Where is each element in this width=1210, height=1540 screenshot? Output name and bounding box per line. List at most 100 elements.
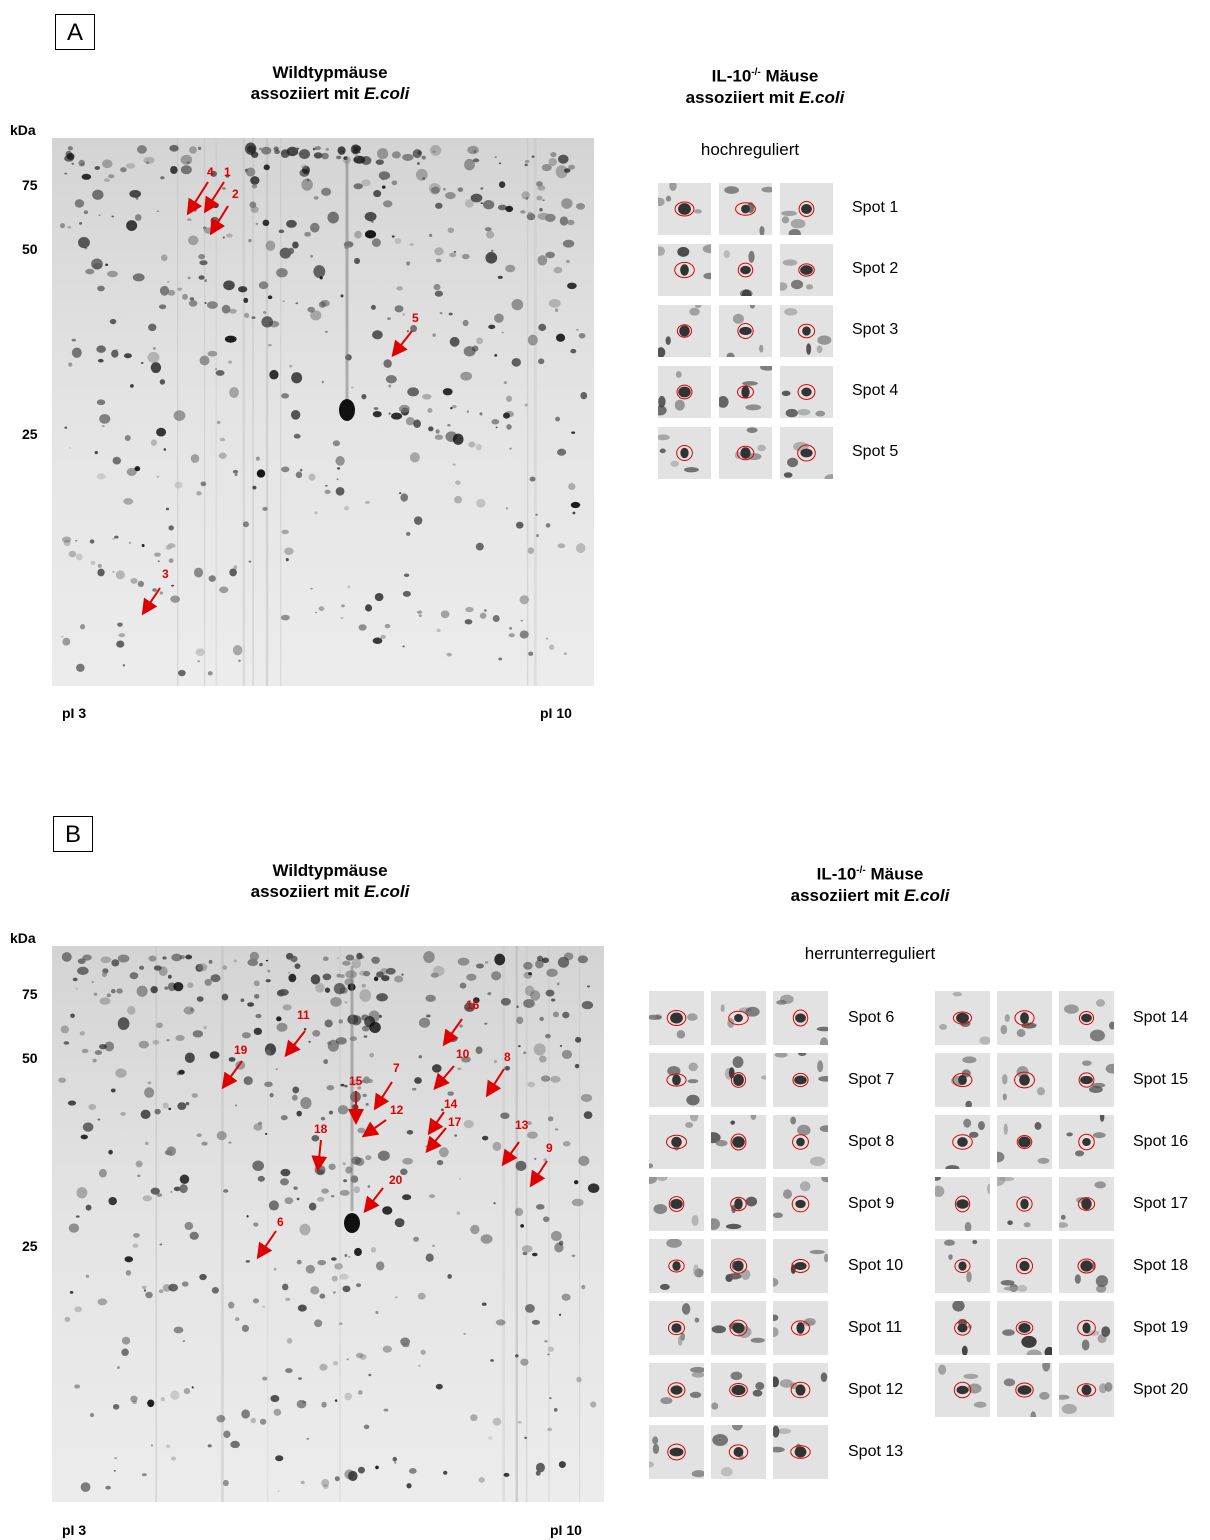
spot-outline bbox=[798, 263, 815, 277]
gel-spot bbox=[457, 957, 470, 966]
gel-spot bbox=[292, 1086, 300, 1094]
gel-spot bbox=[350, 144, 361, 155]
gel-spot bbox=[280, 149, 290, 159]
gel-spot bbox=[557, 982, 560, 986]
arrow-11: 11 bbox=[284, 1008, 310, 1058]
spot-label: Spot 10 bbox=[848, 1257, 904, 1274]
arrow-17: 17 bbox=[425, 1115, 462, 1154]
gel-spot bbox=[325, 484, 328, 487]
gel-spot bbox=[175, 1034, 185, 1042]
gel-spot bbox=[110, 1088, 116, 1093]
gel-spot bbox=[450, 406, 453, 410]
gel-spot bbox=[276, 1016, 282, 1022]
gel-spot bbox=[492, 615, 500, 622]
target-spot bbox=[1081, 1384, 1092, 1396]
gel-spot bbox=[463, 1120, 474, 1129]
target-spot bbox=[739, 326, 752, 336]
gel-spot bbox=[566, 259, 570, 264]
gel-spot bbox=[372, 330, 383, 340]
gel-spot bbox=[248, 560, 252, 563]
gel-spot bbox=[166, 1039, 170, 1042]
gel-spot bbox=[418, 1055, 423, 1059]
gel-spot bbox=[547, 1346, 555, 1352]
gel-spot bbox=[116, 640, 125, 648]
gel-spot bbox=[99, 997, 111, 1005]
gel-spot bbox=[332, 1291, 336, 1294]
gel-spot bbox=[543, 1158, 547, 1162]
target-spot bbox=[957, 1137, 968, 1147]
gel-streak bbox=[280, 138, 282, 686]
gel-spot bbox=[88, 1103, 97, 1111]
spot-outline bbox=[667, 1382, 686, 1398]
gel-spot bbox=[311, 1135, 320, 1142]
spot-outline bbox=[1078, 1133, 1095, 1151]
gel-streak bbox=[526, 138, 529, 686]
gel-spot bbox=[464, 619, 473, 625]
gel-spot bbox=[245, 167, 256, 177]
gel-spot bbox=[238, 659, 241, 663]
gel-spot bbox=[371, 238, 381, 247]
gel-spot bbox=[198, 275, 205, 280]
gel-spot bbox=[92, 189, 104, 200]
gel-spot bbox=[339, 987, 348, 994]
gel-spot bbox=[291, 372, 303, 384]
gel-spot bbox=[486, 230, 495, 239]
gel-spot bbox=[375, 1465, 379, 1470]
gel-spot bbox=[58, 1077, 67, 1083]
gel-spot bbox=[225, 174, 230, 178]
gel-spot bbox=[427, 407, 433, 414]
subtitle-herrunterreguliert: herrunterreguliert bbox=[804, 944, 936, 963]
gel-spot bbox=[575, 543, 586, 554]
gel-spot bbox=[310, 222, 320, 233]
gel-spot bbox=[62, 637, 71, 646]
gel-spot bbox=[353, 257, 361, 265]
gel-spot bbox=[258, 1121, 263, 1126]
gel-spot bbox=[429, 233, 433, 237]
gel-spot bbox=[303, 1028, 307, 1031]
gel-spot bbox=[526, 1121, 532, 1126]
gel-spot bbox=[391, 151, 401, 159]
gel-spot bbox=[578, 332, 586, 339]
gel-spot bbox=[490, 1359, 494, 1362]
gel-spot bbox=[431, 186, 440, 194]
gel-spot bbox=[321, 1478, 330, 1488]
gel-spot bbox=[376, 993, 388, 1002]
arrow-13: 13 bbox=[501, 1118, 529, 1167]
gel-spot bbox=[75, 540, 78, 542]
gel-spot bbox=[111, 349, 119, 358]
gel-spot bbox=[561, 198, 573, 209]
gel-spot bbox=[406, 1130, 414, 1135]
gel-spot bbox=[538, 358, 545, 365]
gel-spot bbox=[94, 451, 98, 455]
gel-spot bbox=[157, 560, 160, 562]
gel-spot bbox=[531, 1319, 540, 1325]
gel-spot bbox=[433, 283, 441, 291]
gel-spot bbox=[89, 1413, 95, 1418]
gel-spot bbox=[517, 1420, 522, 1424]
gel-spot bbox=[103, 178, 110, 182]
svg-text:15: 15 bbox=[349, 1074, 363, 1088]
gel-spot bbox=[316, 1196, 325, 1202]
gel-spot bbox=[554, 1408, 558, 1412]
target-spot bbox=[741, 386, 750, 398]
gel-spot bbox=[447, 1091, 454, 1096]
spot-thumbnail bbox=[658, 183, 711, 235]
gel-spot bbox=[412, 1087, 417, 1091]
gel-spot bbox=[126, 220, 138, 232]
gel-spot bbox=[356, 952, 363, 960]
gel-spot bbox=[557, 956, 570, 968]
gel-spot bbox=[228, 360, 233, 364]
gel-spot bbox=[523, 1051, 527, 1055]
gel-spot bbox=[187, 982, 194, 989]
spot-thumbnail bbox=[658, 366, 711, 418]
gel-spot bbox=[314, 511, 318, 515]
gel-spot bbox=[348, 1256, 351, 1258]
spot-thumbnail bbox=[773, 991, 828, 1045]
gel-spot bbox=[159, 285, 170, 296]
gel-spot bbox=[324, 330, 328, 333]
gel-spot bbox=[295, 302, 299, 305]
gel-spot bbox=[369, 1052, 375, 1058]
target-spot bbox=[795, 1384, 806, 1396]
gel-spot bbox=[351, 958, 361, 969]
gel-spot bbox=[484, 1022, 488, 1025]
